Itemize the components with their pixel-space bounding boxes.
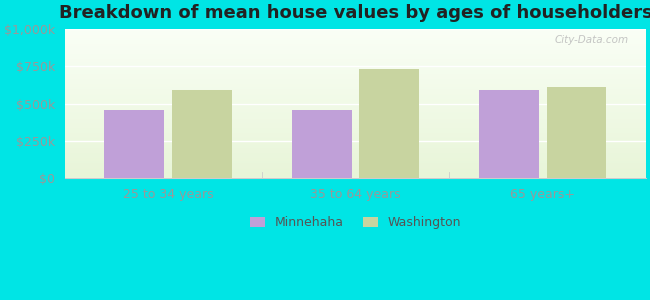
- Text: City-Data.com: City-Data.com: [554, 35, 629, 45]
- Bar: [479, 90, 539, 178]
- Bar: [359, 69, 419, 178]
- Legend: Minnehaha, Washington: Minnehaha, Washington: [245, 211, 466, 234]
- Bar: [547, 87, 606, 178]
- Title: Breakdown of mean house values by ages of householders: Breakdown of mean house values by ages o…: [58, 4, 650, 22]
- Bar: [292, 110, 352, 178]
- Bar: [172, 90, 232, 178]
- Bar: [105, 110, 164, 178]
